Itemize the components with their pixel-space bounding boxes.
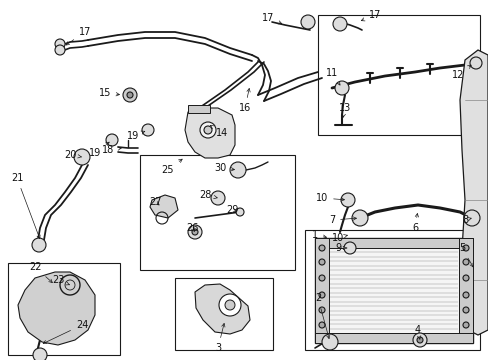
Circle shape — [462, 322, 468, 328]
Text: 22: 22 — [29, 262, 52, 283]
Circle shape — [74, 149, 90, 165]
Text: 26: 26 — [185, 223, 198, 233]
Circle shape — [318, 245, 325, 251]
Text: 28: 28 — [199, 190, 217, 200]
Bar — [314, 238, 328, 343]
Circle shape — [332, 17, 346, 31]
Circle shape — [416, 337, 422, 343]
Circle shape — [127, 92, 133, 98]
Circle shape — [318, 292, 325, 298]
Polygon shape — [150, 195, 178, 218]
Circle shape — [142, 124, 154, 136]
Text: 2: 2 — [314, 293, 329, 338]
Text: 25: 25 — [162, 159, 182, 175]
Text: 14: 14 — [210, 125, 228, 138]
Text: 20: 20 — [63, 150, 81, 160]
Circle shape — [236, 208, 244, 216]
Text: 17: 17 — [361, 10, 381, 21]
Circle shape — [463, 210, 479, 226]
Circle shape — [321, 334, 337, 350]
Text: 6: 6 — [411, 213, 418, 233]
Text: 17: 17 — [66, 27, 91, 45]
Text: 29: 29 — [225, 205, 238, 215]
Bar — [314, 333, 472, 343]
Text: 10: 10 — [331, 233, 346, 243]
Circle shape — [219, 294, 241, 316]
Circle shape — [469, 57, 481, 69]
Circle shape — [351, 210, 367, 226]
Text: 19: 19 — [89, 142, 109, 158]
Text: 13: 13 — [338, 103, 350, 117]
Text: 5: 5 — [458, 243, 472, 267]
Circle shape — [334, 81, 348, 95]
Circle shape — [187, 225, 202, 239]
Circle shape — [123, 88, 137, 102]
Circle shape — [55, 39, 65, 49]
Text: 19: 19 — [126, 131, 144, 141]
Text: 1: 1 — [311, 230, 326, 240]
Circle shape — [462, 245, 468, 251]
Bar — [8, 263, 120, 355]
Text: 9: 9 — [334, 243, 346, 253]
Circle shape — [32, 238, 46, 252]
Circle shape — [318, 307, 325, 313]
Text: 17: 17 — [261, 13, 281, 24]
Circle shape — [462, 292, 468, 298]
Text: 18: 18 — [102, 145, 121, 155]
Text: 4: 4 — [414, 325, 420, 339]
Circle shape — [224, 300, 235, 310]
Text: 21: 21 — [11, 173, 40, 239]
Bar — [140, 155, 294, 270]
Circle shape — [412, 333, 426, 347]
Bar — [317, 15, 479, 135]
Text: 24: 24 — [43, 320, 88, 343]
Circle shape — [55, 45, 65, 55]
Circle shape — [203, 126, 212, 134]
Polygon shape — [184, 108, 235, 158]
Circle shape — [210, 191, 224, 205]
Text: 8: 8 — [461, 215, 470, 225]
Circle shape — [33, 348, 47, 360]
Text: 11: 11 — [325, 68, 339, 85]
Text: 15: 15 — [99, 88, 119, 98]
Bar — [187, 105, 209, 113]
Polygon shape — [195, 284, 249, 334]
Polygon shape — [459, 50, 487, 335]
Bar — [458, 238, 472, 343]
Text: 3: 3 — [215, 323, 224, 353]
Bar — [314, 238, 472, 248]
Circle shape — [340, 193, 354, 207]
Circle shape — [229, 162, 245, 178]
Circle shape — [462, 259, 468, 265]
Text: 10: 10 — [315, 193, 344, 203]
Text: 23: 23 — [52, 275, 69, 285]
Circle shape — [301, 15, 314, 29]
Polygon shape — [18, 272, 95, 345]
Circle shape — [318, 275, 325, 281]
Circle shape — [200, 122, 216, 138]
Text: 27: 27 — [148, 197, 161, 207]
Bar — [314, 238, 472, 343]
Text: 7: 7 — [328, 215, 356, 225]
Text: 12: 12 — [451, 65, 470, 80]
Circle shape — [318, 322, 325, 328]
Bar — [305, 230, 479, 350]
Circle shape — [318, 259, 325, 265]
Text: 16: 16 — [238, 89, 251, 113]
Text: 30: 30 — [213, 163, 234, 173]
Circle shape — [106, 134, 118, 146]
Bar — [175, 278, 272, 350]
Circle shape — [462, 307, 468, 313]
Circle shape — [343, 242, 355, 254]
Circle shape — [462, 275, 468, 281]
Circle shape — [192, 229, 198, 235]
